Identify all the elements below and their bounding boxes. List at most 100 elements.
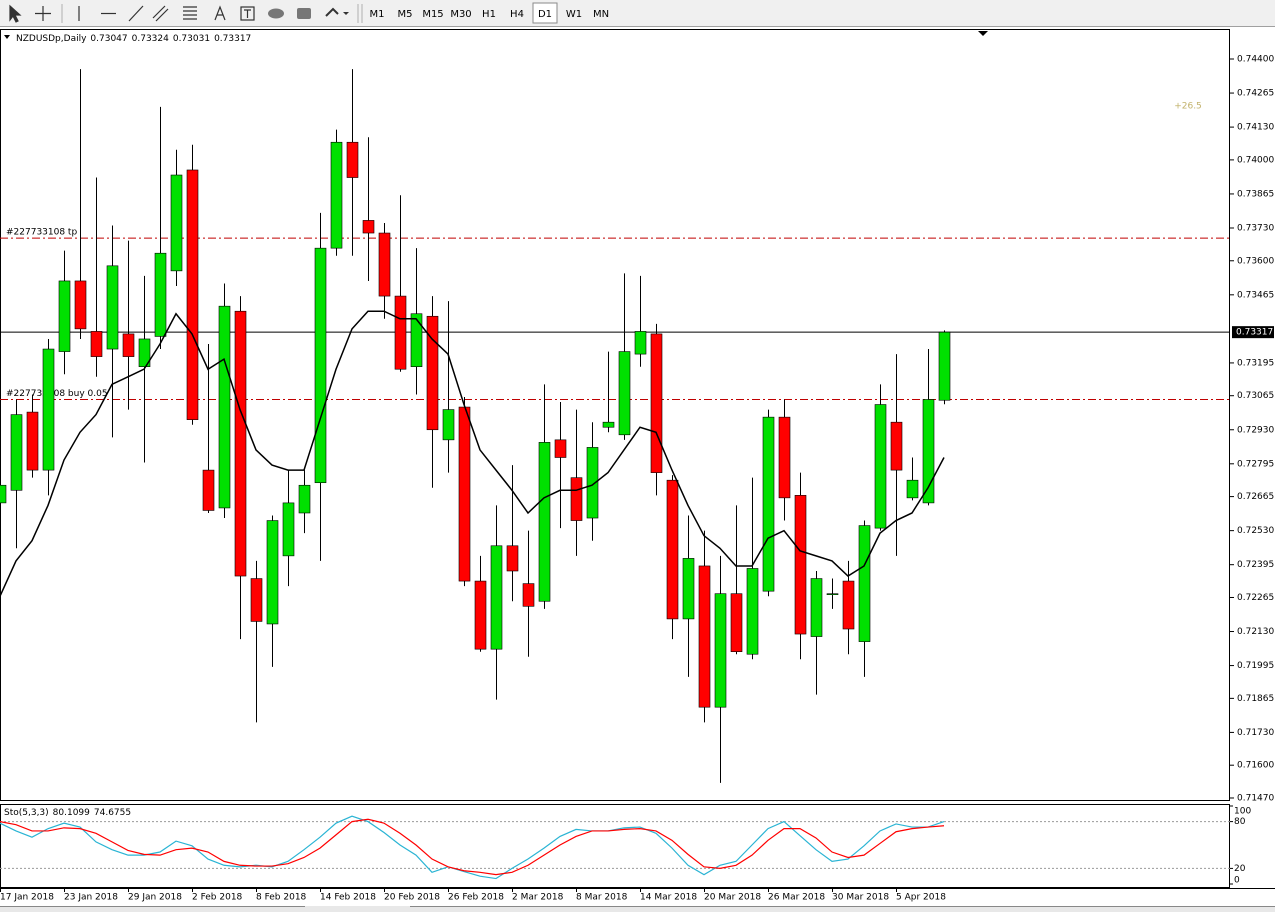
ellipse-tool[interactable] <box>268 8 284 19</box>
candle-body <box>634 331 647 355</box>
label-tool[interactable] <box>240 6 255 21</box>
candle-body <box>186 169 199 420</box>
x-tick-label: 5 Apr 2018 <box>896 893 946 903</box>
crosshair-tool[interactable] <box>35 6 51 21</box>
candle-body <box>506 545 519 572</box>
fibo-tool[interactable] <box>183 6 197 20</box>
candle-body <box>0 484 7 504</box>
x-tick-label: 2 Feb 2018 <box>192 893 243 903</box>
ohlc-low: 0.73031 <box>173 34 210 44</box>
timeframe-button[interactable]: M1 <box>370 9 385 20</box>
x-tick-label: 30 Mar 2018 <box>832 893 889 903</box>
symbol: NZDUSDp,Daily <box>16 34 87 44</box>
timeframe-button[interactable]: H4 <box>510 9 524 20</box>
candle-body <box>74 280 87 330</box>
sto-y-tick-label: 100 <box>1234 807 1251 817</box>
candle-body <box>826 593 839 595</box>
candle-body <box>42 348 55 471</box>
candle-body <box>394 295 407 370</box>
trendline-tool[interactable] <box>128 5 144 22</box>
y-tick-label: 0.72530 <box>1237 526 1274 536</box>
candle-body <box>890 421 903 471</box>
y-tick-label: 0.72930 <box>1237 425 1274 435</box>
timeframe-button[interactable]: D1 <box>538 9 552 20</box>
timeframe-button[interactable]: H1 <box>482 9 496 20</box>
candle-body <box>602 421 615 428</box>
x-tick-label: 8 Feb 2018 <box>256 893 307 903</box>
timeframe-button[interactable]: W1 <box>566 9 582 20</box>
y-tick-label: 0.72265 <box>1237 593 1274 603</box>
y-tick-label: 0.73195 <box>1237 358 1274 368</box>
channel-tool[interactable] <box>152 5 169 22</box>
profit-annotation: +26.5 <box>1174 102 1202 112</box>
x-tick-label: 14 Mar 2018 <box>640 893 697 903</box>
candle-body <box>810 578 823 637</box>
y-tick-label: 0.72130 <box>1237 627 1274 637</box>
y-tick-label: 0.73600 <box>1237 256 1274 266</box>
x-tick-label: 14 Feb 2018 <box>320 893 376 903</box>
y-tick-label: 0.74000 <box>1237 155 1274 165</box>
candle-body <box>714 593 727 708</box>
candle-body <box>202 469 215 511</box>
cursor-tool[interactable] <box>9 4 22 23</box>
candle-body <box>554 439 567 458</box>
candle-body <box>858 525 871 642</box>
x-tick-label: 20 Feb 2018 <box>384 893 440 903</box>
header-marker <box>4 35 10 39</box>
sto-value: 74.6755 <box>94 808 131 818</box>
sto-y-tick-label: 80 <box>1234 817 1246 827</box>
y-tick-label: 0.74265 <box>1237 89 1274 99</box>
candle-body <box>538 442 551 602</box>
sto-frame <box>0 804 1230 888</box>
x-tick-label: 17 Jan 2018 <box>0 893 54 903</box>
candle-body <box>410 313 423 368</box>
timeframe-button[interactable]: M15 <box>422 9 443 20</box>
sto-y-tick-label: 0 <box>1234 876 1240 886</box>
label-tool-glyph <box>244 9 251 18</box>
candle-body <box>474 580 487 650</box>
timeframe-bar: M1 M5 M15 M30 H1 H4 D1 W1 MN <box>370 2 609 24</box>
candle-body <box>522 583 535 607</box>
x-tick-label: 29 Jan 2018 <box>128 893 182 903</box>
bid-label: 0.73317 <box>1236 328 1273 338</box>
timeframe-button[interactable]: M30 <box>450 9 471 20</box>
y-tick-label: 0.73465 <box>1237 290 1274 300</box>
candle-body <box>570 477 583 521</box>
candle-body <box>922 399 935 504</box>
candle-body <box>666 479 679 620</box>
candle-body <box>938 331 951 401</box>
toolbar <box>0 0 1275 27</box>
timeframe-button[interactable]: M5 <box>398 9 413 20</box>
sto-plot <box>0 815 1230 880</box>
text-tool[interactable] <box>214 5 226 21</box>
sto-y-tick-label: 20 <box>1234 864 1246 874</box>
candle-body <box>794 495 807 635</box>
candle-body <box>618 351 631 436</box>
x-tick-label: 20 Mar 2018 <box>704 893 761 903</box>
sto-header: Sto(5,3,3) 80.1099 74.6755 <box>4 808 131 818</box>
y-tick-label: 0.74400 <box>1237 55 1274 65</box>
x-tick-label: 26 Feb 2018 <box>448 893 504 903</box>
candle-body <box>298 484 311 514</box>
candle-body <box>682 558 695 620</box>
candle-body <box>778 416 791 499</box>
y-tick-label: 0.71995 <box>1237 661 1274 671</box>
bid-label-box <box>1232 326 1274 339</box>
candle-body <box>346 141 359 178</box>
arrow-tool[interactable] <box>325 7 339 17</box>
timeframe-button[interactable]: MN <box>593 9 609 20</box>
rect-tool[interactable] <box>297 8 311 19</box>
x-tick-label: 8 Mar 2018 <box>576 893 628 903</box>
candle-body <box>218 305 231 509</box>
y-tick-label: 0.72665 <box>1237 492 1274 502</box>
dropdown[interactable] <box>343 12 349 15</box>
candle-body <box>906 479 919 499</box>
candle-body <box>138 338 151 368</box>
candle-body <box>330 141 343 249</box>
x-tick-label: 23 Jan 2018 <box>64 893 118 903</box>
candle-body <box>458 406 471 582</box>
ohlc-high: 0.73324 <box>132 34 169 44</box>
